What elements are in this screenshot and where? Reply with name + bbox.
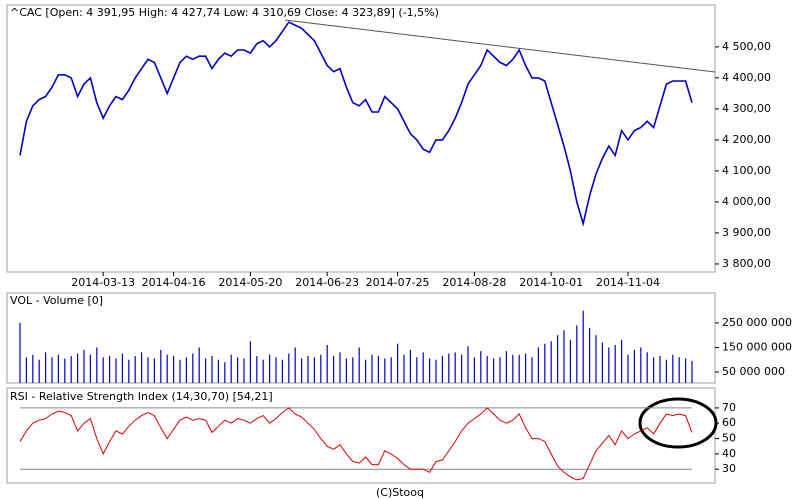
x-tick-label: 2014-10-01 xyxy=(519,276,583,289)
price-panel xyxy=(6,4,716,273)
y-tick-label: 60 xyxy=(722,416,736,429)
rsi-title: RSI - Relative Strength Index (14,30,70)… xyxy=(10,390,273,403)
footer: (C)Stooq xyxy=(376,486,424,499)
x-tick-label: 2014-11-04 xyxy=(596,276,660,289)
y-tick-label: 4 100,00 xyxy=(722,164,771,177)
price-title: ^CAC [Open: 4 391,95 High: 4 427,74 Low:… xyxy=(10,6,439,19)
y-tick-label: 70 xyxy=(722,401,736,414)
y-tick-label: 3 900,00 xyxy=(722,226,771,239)
x-tick-label: 2014-05-20 xyxy=(218,276,282,289)
y-tick-label: 250 000 000 xyxy=(722,316,792,329)
series-line xyxy=(19,407,693,481)
y-tick-label: 50 000 000 xyxy=(722,365,785,378)
y-tick-label: 4 000,00 xyxy=(722,195,771,208)
y-tick-label: 4 300,00 xyxy=(722,102,771,115)
y-tick-label: 40 xyxy=(722,447,736,460)
volume-panel xyxy=(6,292,716,384)
y-tick-label: 30 xyxy=(722,462,736,475)
series-line xyxy=(19,21,693,227)
rsi-panel xyxy=(6,387,716,484)
x-tick-label: 2014-07-25 xyxy=(366,276,430,289)
trend-line xyxy=(284,19,716,73)
y-tick-label: 4 200,00 xyxy=(722,133,771,146)
y-tick-label: 50 xyxy=(722,432,736,445)
x-tick-label: 2014-03-13 xyxy=(71,276,135,289)
x-tick-label: 2014-06-23 xyxy=(295,276,359,289)
y-tick-label: 3 800,00 xyxy=(722,257,771,270)
x-tick-label: 2014-08-28 xyxy=(442,276,506,289)
y-tick-label: 150 000 000 xyxy=(722,340,792,353)
y-tick-label: 4 400,00 xyxy=(722,71,771,84)
volume-title: VOL - Volume [0] xyxy=(10,294,103,307)
y-tick-label: 4 500,00 xyxy=(722,40,771,53)
x-tick-label: 2014-04-16 xyxy=(142,276,206,289)
